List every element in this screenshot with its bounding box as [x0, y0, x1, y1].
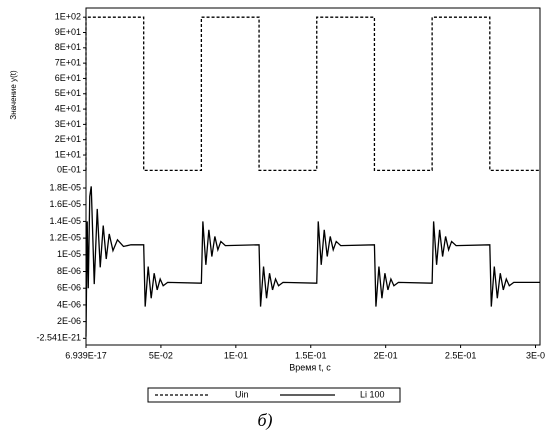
x-tick-label: 2E-01: [374, 350, 398, 360]
y-axis-label: Значение y(t): [9, 70, 18, 120]
y-tick-label: 1.8E-05: [49, 182, 81, 192]
legend-label: Li 100: [360, 389, 385, 399]
y-tick-label: -2.541E-21: [36, 333, 81, 343]
y-tick-label: 4E-06: [57, 299, 81, 309]
y-tick-label: 1.2E-05: [49, 232, 81, 242]
y-tick-label: 1E+02: [55, 12, 81, 22]
x-tick-label: 2.5E-01: [445, 350, 477, 360]
y-tick-label: 8E+01: [55, 42, 81, 52]
y-tick-label: 4E+01: [55, 103, 81, 113]
y-tick-label: 9E+01: [55, 27, 81, 37]
plot-frame: [85, 7, 541, 346]
y-tick-label: 8E-06: [57, 266, 81, 276]
y-tick-label: 7E+01: [55, 58, 81, 68]
legend-label: Uin: [235, 389, 249, 399]
y-tick-label: 3E+01: [55, 119, 81, 129]
x-tick-label: 1E-01: [224, 350, 248, 360]
series-line: [85, 186, 540, 337]
y-tick-label: 6E+01: [55, 73, 81, 83]
series-line: [85, 16, 540, 171]
x-axis-label: Время t, с: [289, 362, 331, 372]
x-tick-label: 3E-0: [526, 350, 545, 360]
y-tick-label: 1.6E-05: [49, 199, 81, 209]
x-tick-label: 5E-02: [149, 350, 173, 360]
y-tick-label: 1E-05: [57, 249, 81, 259]
y-tick-label: 1.4E-05: [49, 216, 81, 226]
y-tick-label: 2E-06: [57, 316, 81, 326]
y-tick-label: 6E-06: [57, 283, 81, 293]
caption: б): [257, 410, 272, 431]
y-tick-label: 5E+01: [55, 88, 81, 98]
x-tick-label: 6.939E-17: [65, 350, 107, 360]
legend-box: [147, 387, 401, 403]
y-tick-label: 0E-01: [57, 165, 81, 175]
y-tick-label: 2E+01: [55, 134, 81, 144]
y-tick-label: 1E+01: [55, 149, 81, 159]
x-tick-label: 1.5E-01: [295, 350, 327, 360]
